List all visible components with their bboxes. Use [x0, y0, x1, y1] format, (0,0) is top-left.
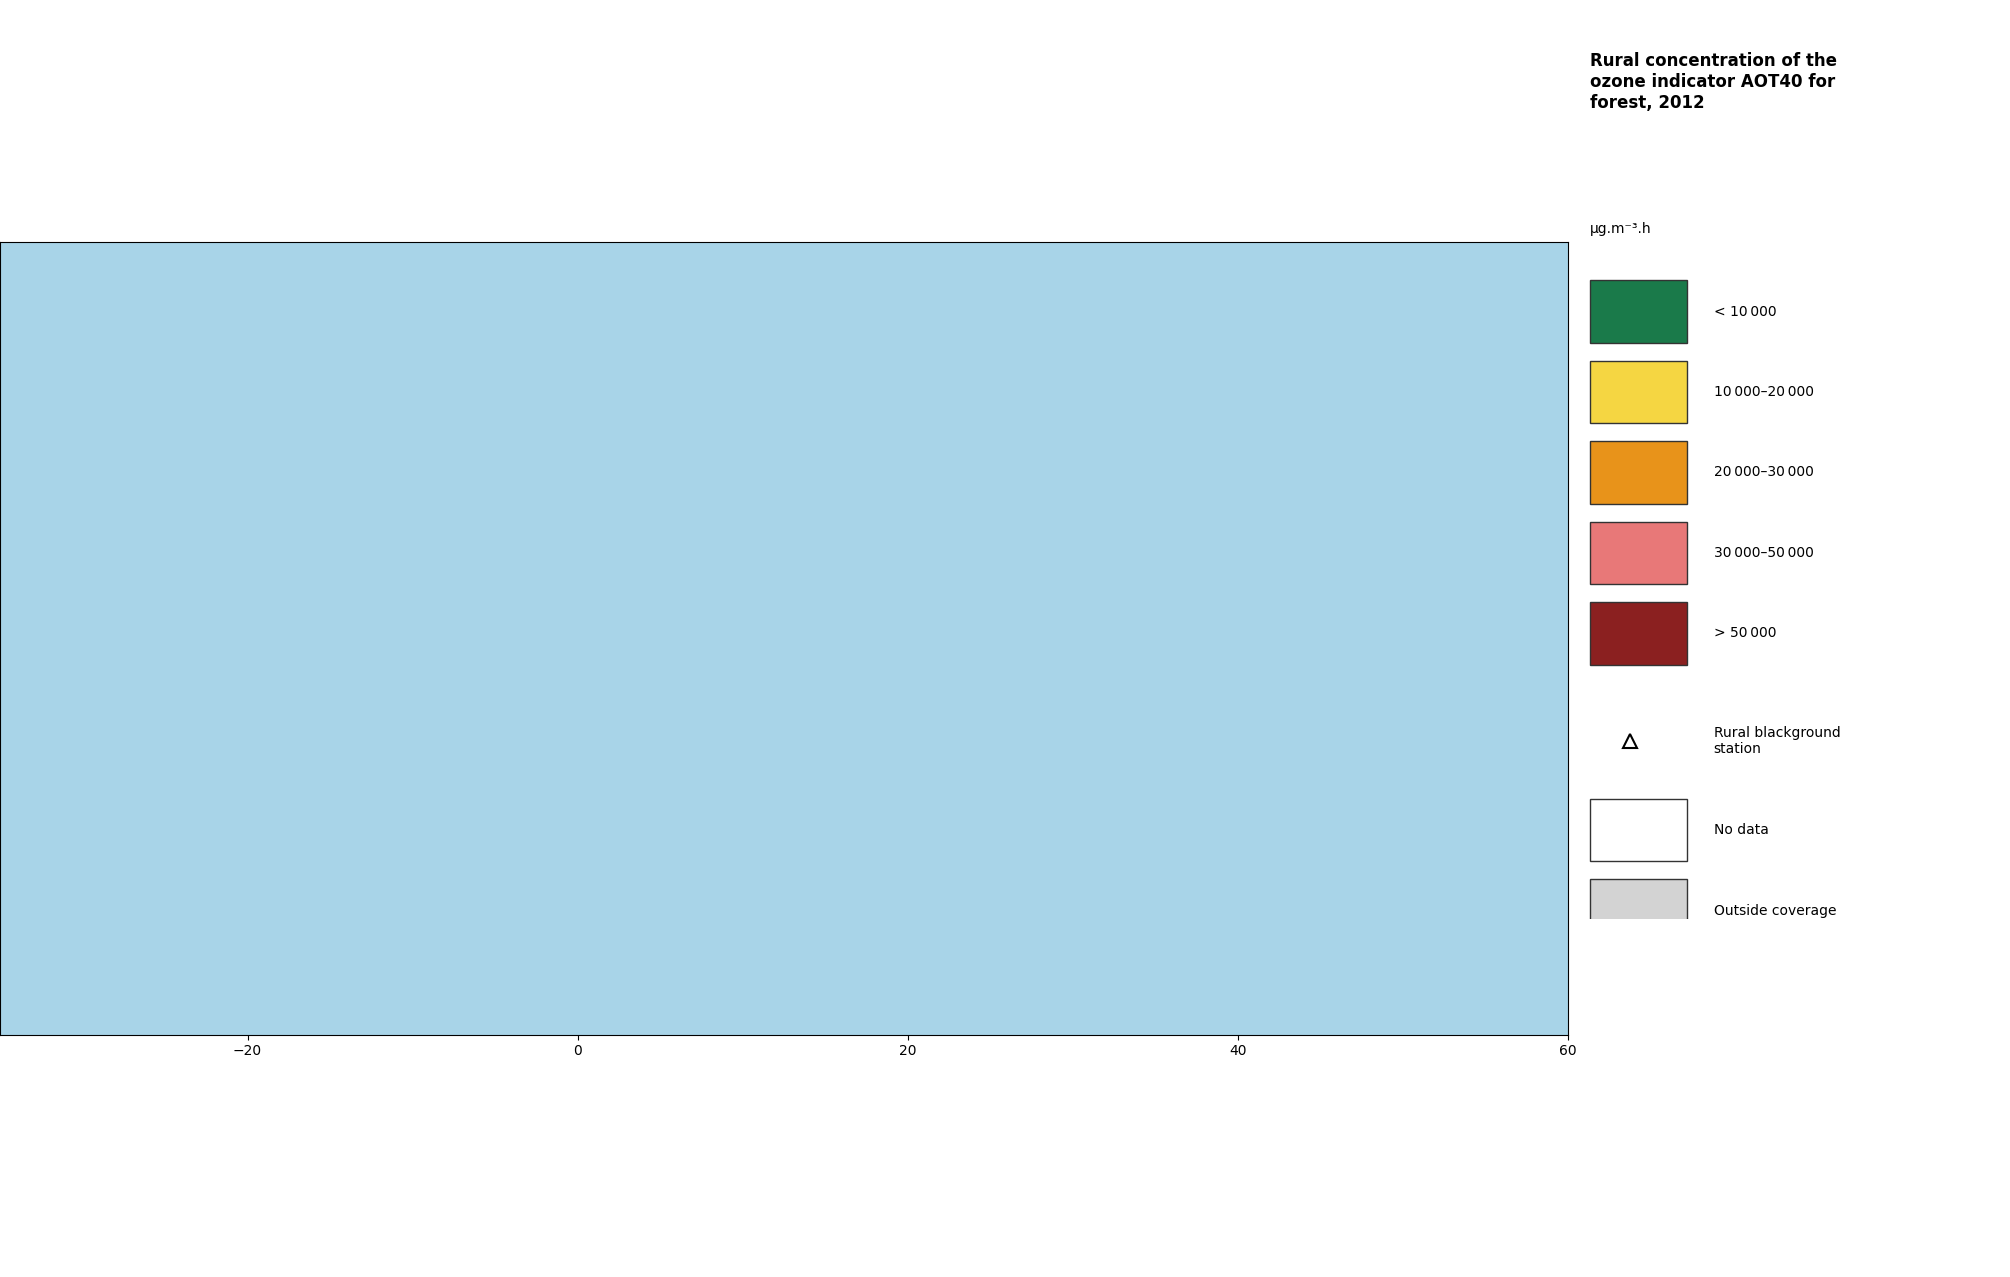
Text: Rural concentration of the
ozone indicator AOT40 for
forest, 2012: Rural concentration of the ozone indicat… [1590, 52, 1837, 112]
FancyBboxPatch shape [1590, 280, 1686, 342]
Text: 20 000–30 000: 20 000–30 000 [1715, 466, 1813, 479]
FancyBboxPatch shape [1590, 879, 1686, 942]
Text: < 10 000: < 10 000 [1715, 305, 1777, 318]
Text: μg.m⁻³.h: μg.m⁻³.h [1590, 222, 1652, 236]
Text: 30 000–50 000: 30 000–50 000 [1715, 547, 1813, 559]
Text: No data: No data [1715, 824, 1769, 836]
FancyBboxPatch shape [1590, 521, 1686, 585]
FancyBboxPatch shape [1590, 601, 1686, 664]
FancyBboxPatch shape [1590, 442, 1686, 503]
Text: Rural blackground
station: Rural blackground station [1715, 725, 1841, 756]
Text: Outside coverage: Outside coverage [1715, 904, 1837, 917]
Text: > 50 000: > 50 000 [1715, 627, 1777, 640]
FancyBboxPatch shape [1590, 799, 1686, 861]
Text: 10 000–20 000: 10 000–20 000 [1715, 386, 1813, 398]
FancyBboxPatch shape [1590, 360, 1686, 424]
